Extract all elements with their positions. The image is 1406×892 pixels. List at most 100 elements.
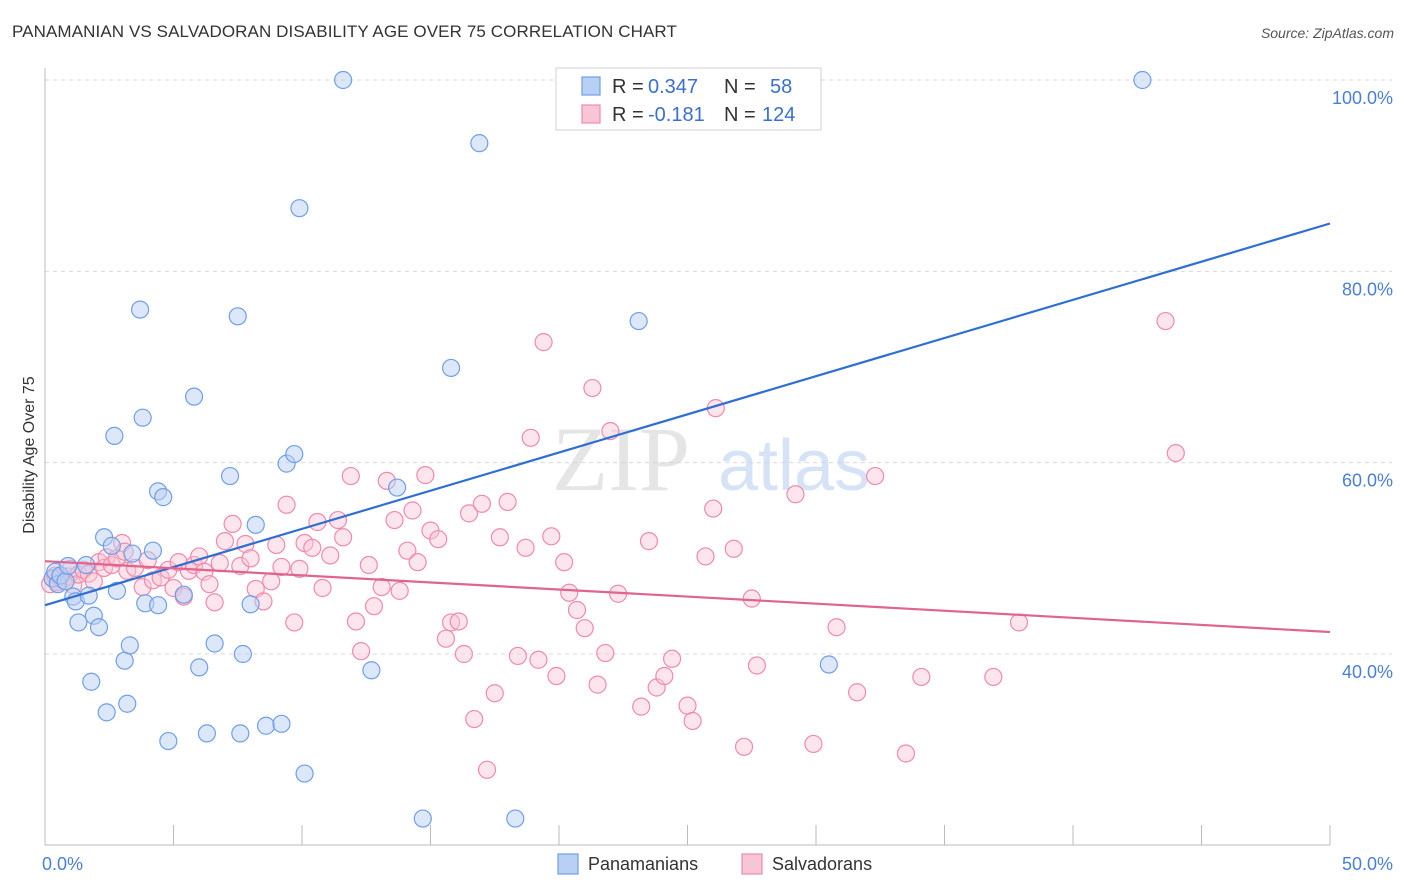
- salvadoran-point: [359, 555, 378, 575]
- watermark-atlas: atlas: [718, 426, 870, 506]
- salvadoran-point: [285, 613, 304, 632]
- salvadoran-point: [334, 528, 353, 547]
- salvadoran-point: [866, 466, 885, 486]
- salvadoran-point: [215, 532, 234, 551]
- panamanian-point: [285, 444, 304, 464]
- panamanian-point: [362, 661, 381, 680]
- panamanian-point: [174, 585, 193, 604]
- panamanian-point: [107, 581, 127, 600]
- x-tick-label: 0.0%: [42, 854, 83, 874]
- salvadoran-point: [477, 760, 497, 779]
- salvadoran-point: [398, 541, 417, 560]
- legend-n-value-panamanians: 58: [770, 76, 792, 98]
- panamanian-point: [120, 636, 139, 655]
- salvadoran-point: [596, 643, 615, 663]
- salvadoran-point: [534, 333, 553, 352]
- panamanians-trend-line: [44, 222, 1331, 607]
- panamanian-point: [228, 307, 247, 326]
- panamanian-point: [69, 613, 88, 632]
- panamanian-point: [123, 544, 142, 563]
- panamanian-point: [102, 536, 121, 555]
- salvadoran-point: [560, 583, 579, 602]
- panamanian-point: [159, 731, 178, 751]
- legend-r-label-salvadorans: R =: [612, 104, 644, 126]
- salvadoran-point: [231, 556, 250, 576]
- panamanian-point: [506, 809, 525, 828]
- salvadoran-point: [416, 466, 435, 485]
- salvadoran-point: [200, 575, 219, 594]
- panamanian-point: [148, 596, 168, 615]
- source-credit: Source: ZipAtlas.com: [1260, 25, 1394, 41]
- salvadoran-point: [313, 578, 332, 598]
- legend-r-label-panamanians: R =: [612, 76, 644, 98]
- panamanian-point: [295, 764, 314, 783]
- salvadoran-point: [639, 532, 659, 551]
- salvadoran-point: [508, 646, 527, 666]
- panamanian-point: [118, 694, 137, 713]
- salvadoran-point: [747, 656, 766, 675]
- y-tick-label: 60.0%: [1342, 471, 1393, 491]
- y-axis-label: Disability Age Over 75: [21, 376, 38, 534]
- salvadoran-point: [786, 485, 805, 504]
- salvadoran-point: [403, 501, 422, 520]
- panamanian-point: [197, 724, 217, 743]
- panamanian-point: [184, 387, 204, 406]
- salvadoran-point: [372, 577, 391, 597]
- y-tick-label: 40.0%: [1342, 662, 1393, 682]
- panamanian-point: [205, 634, 224, 653]
- panamanian-point: [115, 651, 134, 670]
- salvadoran-point: [547, 666, 566, 686]
- legend-r-value-salvadorans: -0.181: [648, 104, 705, 126]
- salvadoran-point: [583, 378, 602, 398]
- chart-title: PANAMANIAN VS SALVADORAN DISABILITY AGE …: [12, 22, 677, 41]
- trend-lines: [44, 222, 1331, 634]
- bottom-legend: Panamanians Salvadorans: [557, 853, 872, 875]
- salvadoran-point: [485, 684, 504, 703]
- salvadoran-point: [210, 554, 229, 573]
- y-tick-label: 100.0%: [1332, 88, 1393, 108]
- salvadoran-point: [408, 553, 427, 572]
- salvadoran-point: [454, 644, 474, 664]
- salvadoran-point: [1166, 444, 1185, 463]
- panamanian-point: [1133, 70, 1152, 90]
- salvadoran-point: [521, 428, 540, 447]
- panamanian-point: [819, 655, 838, 674]
- watermark-zip: ZIP: [552, 408, 690, 510]
- panamanian-point: [59, 556, 78, 576]
- panamanian-point: [89, 618, 109, 637]
- panamanian-point: [56, 572, 75, 591]
- salvadoran-point: [346, 612, 366, 631]
- salvadoran-point: [223, 514, 242, 533]
- y-tick-label: 80.0%: [1342, 279, 1393, 299]
- salvadoran-point: [498, 492, 517, 511]
- salvadoran-point: [683, 711, 702, 731]
- panamanian-point: [272, 714, 291, 733]
- panamanian-point: [130, 300, 150, 319]
- salvadoran-point: [352, 642, 371, 661]
- legend-n-value-salvadorans: 124: [762, 104, 795, 126]
- salvadoran-point: [848, 683, 867, 702]
- panamanian-point: [97, 703, 116, 722]
- bottom-legend-swatch-salvadorans: [741, 853, 763, 875]
- legend: R = 0.347 N = 58 R = -0.181 N = 124: [555, 67, 822, 131]
- salvadoran-point: [655, 666, 674, 686]
- salvadoran-point: [465, 709, 484, 729]
- salvadoran-point: [896, 744, 916, 763]
- panamanian-point: [387, 478, 407, 497]
- salvadorans-points: [41, 311, 1185, 779]
- salvadoran-point: [827, 618, 846, 637]
- panamanian-point: [241, 595, 260, 614]
- salvadoran-point: [984, 667, 1003, 687]
- panamanian-point: [233, 644, 252, 664]
- salvadoran-point: [472, 494, 491, 513]
- salvadoran-point: [321, 546, 340, 565]
- salvadoran-point: [490, 528, 509, 547]
- panamanian-point: [133, 408, 152, 427]
- salvadoran-point: [575, 619, 594, 638]
- panamanian-point: [246, 515, 265, 534]
- panamanian-point: [629, 311, 648, 331]
- salvadoran-point: [429, 530, 448, 549]
- salvadoran-point: [588, 675, 607, 694]
- salvadoran-point: [303, 538, 322, 557]
- salvadoran-point: [734, 737, 754, 756]
